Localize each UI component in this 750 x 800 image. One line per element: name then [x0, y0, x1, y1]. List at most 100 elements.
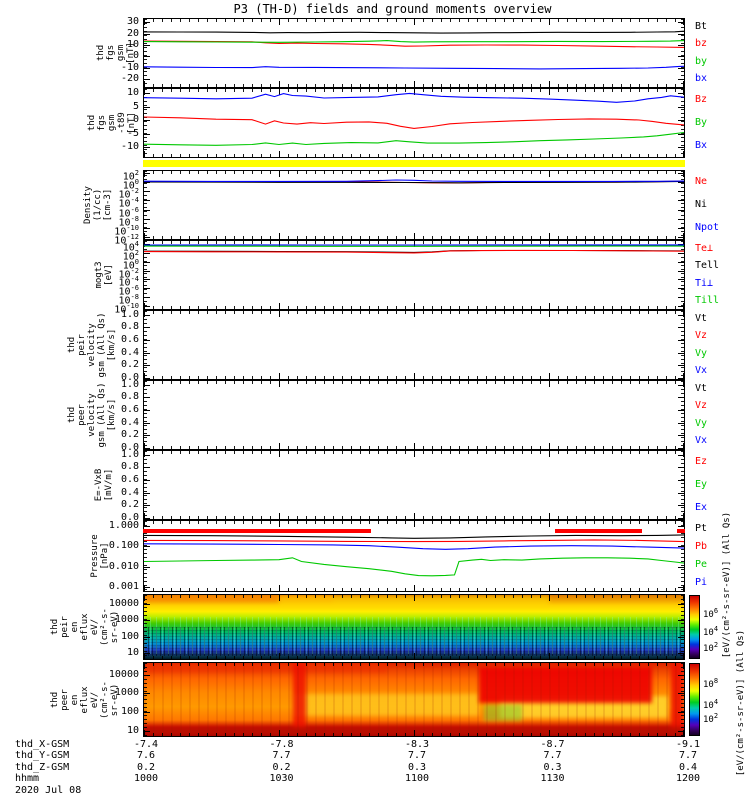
- y-major-tick: [144, 454, 150, 456]
- x-major-tick: [144, 653, 145, 659]
- peer_eflux-feature-5: [484, 705, 522, 722]
- peer_eflux-colorbar: [689, 663, 700, 736]
- y-tick-label: 10-8: [118, 292, 139, 307]
- series-Bz: [144, 116, 684, 129]
- density-series-svg: [144, 179, 684, 184]
- colorbar-unit-label-1: [eV/(cm²-s-sr-eV)] (All Qs): [736, 629, 746, 777]
- exponent: -4: [130, 196, 139, 205]
- x-major-tick: [414, 513, 415, 519]
- x-major-tick: [414, 373, 415, 379]
- exponent: 4: [713, 698, 719, 707]
- x-major-tick: [279, 303, 280, 309]
- y-major-tick: [678, 93, 684, 95]
- y-minor-ticks-right: [681, 19, 684, 87]
- y-minor-ticks-left: [144, 171, 147, 239]
- x-major-tick: [279, 19, 280, 25]
- series-Bx: [144, 92, 684, 103]
- x-major-tick: [144, 513, 145, 519]
- exponent: 2: [134, 249, 139, 258]
- y-major-tick: [678, 636, 684, 638]
- x-tick-value: 0.3: [407, 761, 427, 773]
- x-major-tick: [549, 171, 550, 177]
- x-major-tick: [414, 151, 415, 157]
- y-tick-label: 10000: [108, 598, 139, 610]
- y-tick-label: 10-12: [114, 232, 139, 247]
- y-major-tick: [144, 587, 150, 589]
- x-tick-value: 1130: [540, 772, 565, 784]
- y-minor-ticks-left: [144, 381, 147, 449]
- y-major-tick: [678, 305, 684, 307]
- y-major-tick: [678, 22, 684, 24]
- panel-density: [143, 170, 685, 240]
- y-major-tick: [144, 517, 150, 519]
- y-tick-label: 10-10: [114, 223, 139, 237]
- x-major-tick: [549, 585, 550, 591]
- series-Bt: [144, 30, 684, 34]
- y-major-tick: [678, 218, 684, 220]
- x-major-tick: [414, 303, 415, 309]
- y-major-tick: [678, 447, 684, 449]
- legend-label: Ex: [695, 502, 708, 514]
- y-major-tick: [678, 261, 684, 263]
- fgs_gsm_t89-legend: Bz By Bx: [695, 88, 747, 158]
- x-major-tick: [414, 311, 415, 317]
- x-tick-value: 7.7: [272, 750, 291, 762]
- y-tick-label: 1.000: [108, 519, 139, 531]
- panel-peir_velocity: [143, 310, 685, 380]
- y-major-tick: [678, 133, 684, 135]
- y-tick-label: 0.001: [108, 581, 139, 593]
- y-major-tick: [144, 218, 150, 220]
- exponent: -4: [130, 275, 139, 284]
- y-major-tick: [678, 352, 684, 354]
- x-major-tick: [144, 241, 145, 247]
- x-major-tick: [414, 381, 415, 387]
- x-major-tick: [414, 19, 415, 25]
- peir_eflux-feature-1: [279, 596, 549, 607]
- y-tick-label: 0.100: [108, 540, 139, 552]
- legend-label: Vy: [695, 347, 708, 359]
- x-tick-value: 0.4: [678, 761, 698, 773]
- colorbar-tick-label: 104: [703, 625, 719, 639]
- exponent: 4: [134, 240, 139, 249]
- y-tick-label: 100: [122, 178, 139, 192]
- x-major-tick: [279, 151, 280, 157]
- exponent: -12: [126, 232, 139, 241]
- y-major-tick: [144, 525, 150, 527]
- y-major-tick: [144, 200, 150, 202]
- x-major-tick: [683, 89, 684, 95]
- exponent: -2: [130, 266, 139, 275]
- x-major-tick: [414, 89, 415, 95]
- x-major-tick: [549, 373, 550, 379]
- y-major-tick: [144, 106, 150, 108]
- legend-label: Bt: [695, 20, 708, 32]
- y-minor-ticks-right: [681, 595, 684, 659]
- x-major-tick: [549, 233, 550, 239]
- legend-label: Vy: [695, 417, 708, 429]
- y-major-tick: [678, 674, 684, 676]
- y-major-tick: [678, 467, 684, 469]
- x-major-tick: [279, 89, 280, 95]
- y-major-tick: [144, 365, 150, 367]
- peir_velocity-axis-title: thd peir velocity gsm (All Qs) [km/s]: [67, 312, 117, 378]
- x-major-tick: [683, 595, 684, 601]
- y-major-tick: [144, 620, 150, 622]
- legend-label: Till: [695, 295, 720, 307]
- y-major-tick: [678, 106, 684, 108]
- legend-label: Tell: [695, 260, 720, 272]
- y-tick-label: 10-4: [118, 275, 139, 289]
- legend-label: Npot: [695, 222, 720, 234]
- density-axis-title: Density (1/cc) [cm-3]: [83, 186, 113, 224]
- x-tick-value: 1000: [133, 772, 159, 784]
- exponent: -6: [130, 205, 139, 214]
- y-minor-ticks-left: [144, 663, 147, 736]
- exponent: -8: [130, 292, 139, 301]
- roi-bar: [143, 160, 685, 167]
- x-tick-value: 7.7: [678, 750, 698, 762]
- ion-noise-overlay-2: [144, 616, 684, 654]
- y-major-tick: [144, 79, 150, 81]
- y-tick-label: 10-10: [114, 301, 139, 315]
- x-major-tick: [549, 381, 550, 387]
- x-major-tick: [414, 171, 415, 177]
- y-tick-label: -20: [120, 73, 139, 85]
- y-minor-ticks-right: [681, 663, 684, 736]
